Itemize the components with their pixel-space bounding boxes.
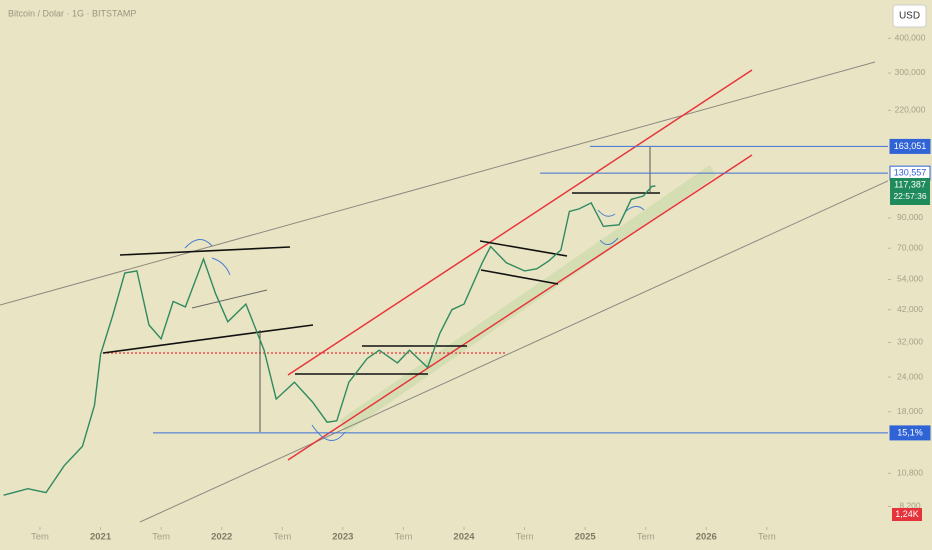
trend-line	[139, 179, 891, 523]
level-label: 163,051	[894, 141, 927, 151]
level-label-bg	[889, 138, 931, 154]
y-tick-label: 32,000	[897, 337, 923, 347]
y-tick-label: 70,000	[897, 242, 923, 252]
x-tick-label: Tem	[637, 532, 655, 543]
y-tick-label: 300,000	[895, 67, 926, 77]
volume-label-bg	[892, 508, 922, 521]
y-tick-label: 42,000	[897, 304, 923, 314]
y-tick-label: 54,000	[897, 274, 923, 284]
level-label: 130,557	[894, 168, 927, 178]
x-tick-label: 2022	[211, 532, 232, 543]
y-tick-label: 8,200	[899, 501, 921, 511]
x-tick-label: 2021	[90, 532, 112, 543]
chart-title: Bitcoin / Dolar · 1G · BITSTAMP	[8, 8, 136, 18]
trend-line	[0, 61, 876, 306]
last-price: 117,387	[894, 179, 926, 189]
currency-button[interactable]	[892, 4, 927, 28]
x-tick-label: 2024	[453, 532, 475, 543]
price-line	[3, 185, 656, 496]
price-series	[3, 185, 656, 496]
x-tick-label: Tem	[394, 532, 412, 543]
x-tick-label: Tem	[273, 532, 291, 543]
y-tick-label: 10,800	[897, 468, 923, 478]
x-tick-label: 2025	[575, 532, 597, 543]
pattern-lines	[102, 147, 660, 432]
x-tick-label: Tem	[152, 532, 170, 543]
y-tick-label: 90,000	[897, 212, 923, 222]
channel-line	[287, 154, 753, 461]
volume-label: 1,24K	[895, 509, 919, 519]
x-tick-label: Tem	[31, 532, 49, 543]
y-tick-label: 220,000	[895, 105, 926, 115]
currency[interactable]: USD	[899, 11, 920, 22]
level-label-bg	[889, 425, 931, 441]
x-tick-label: Tem	[516, 532, 534, 543]
arrows	[184, 206, 645, 441]
x-tick-label: 2023	[332, 532, 353, 543]
x-tick-label: Tem	[758, 532, 776, 543]
y-tick-label: 24,000	[897, 371, 923, 381]
support-label: 15,1%	[897, 427, 923, 437]
trend-band	[340, 165, 716, 433]
price-axis	[888, 0, 932, 550]
y-tick-label: 18,000	[897, 406, 923, 416]
last-price-bg	[890, 177, 930, 205]
countdown: 22:57:36	[893, 191, 926, 201]
y-tick-label: 400,000	[895, 33, 926, 43]
channel-line	[287, 69, 753, 376]
x-tick-label: 2026	[696, 532, 717, 543]
